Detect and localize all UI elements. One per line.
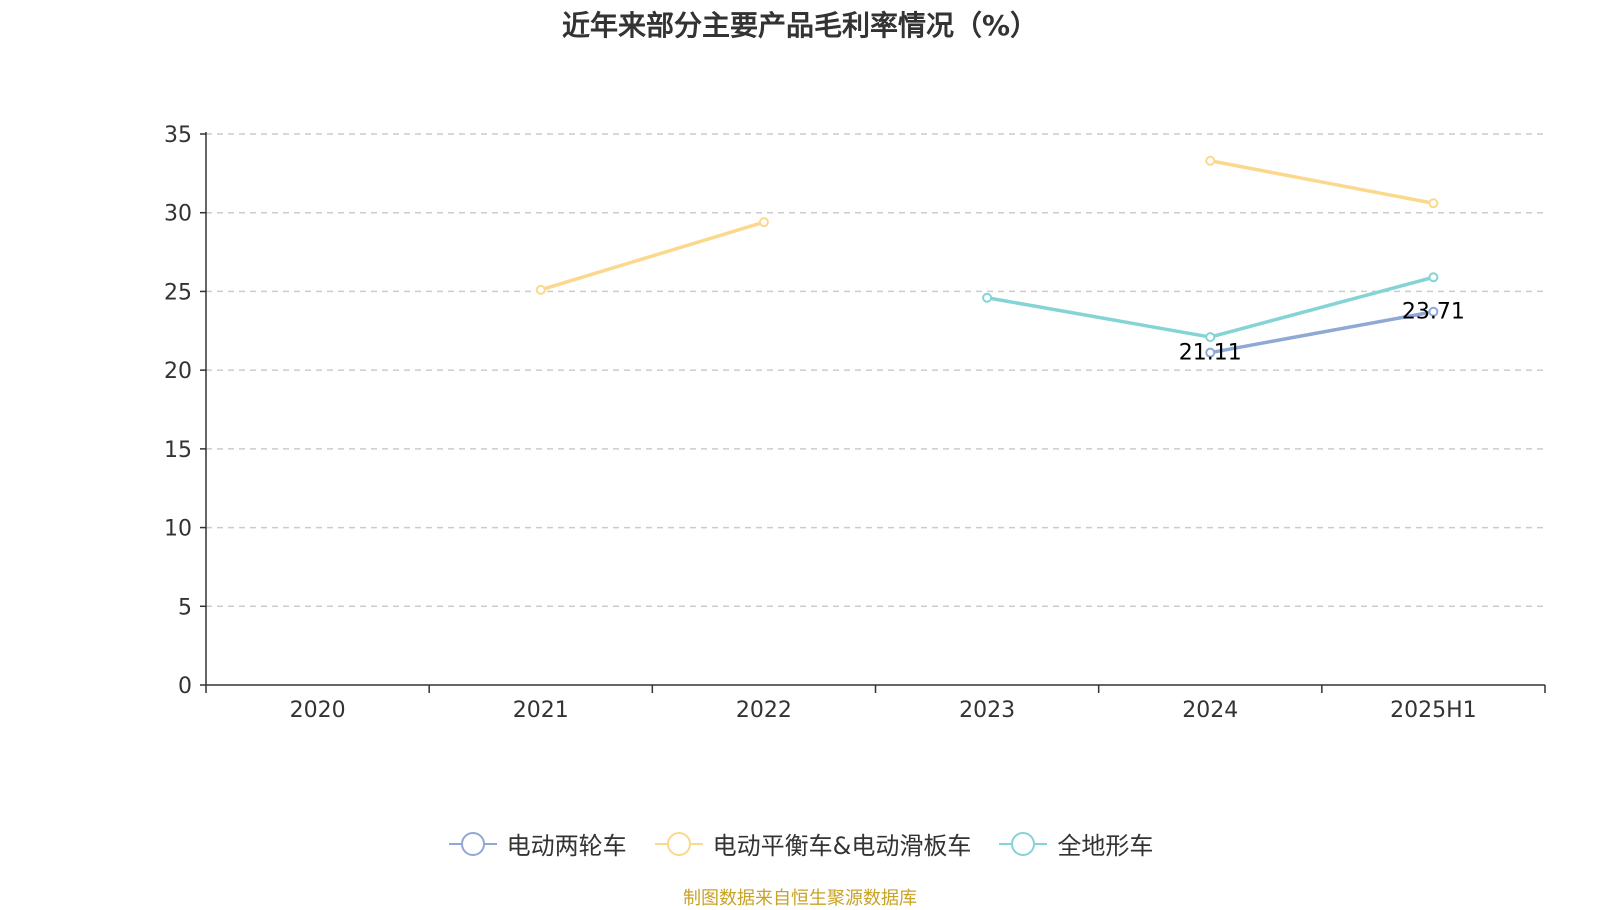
data-label-layer: 21.11 23.71	[1179, 300, 1465, 366]
x-tick-label-2022: 2022	[736, 698, 792, 723]
legend-swatch-0	[448, 831, 497, 856]
x-tick-label-2023: 2023	[959, 698, 1015, 723]
series-1-point-2021	[535, 284, 546, 295]
chart-title: 近年来部分主要产品毛利率情况（%）	[561, 9, 1039, 42]
legend-item-0[interactable]: 电动两轮车	[447, 826, 627, 861]
legend-swatch-2	[999, 831, 1048, 856]
y-tick-label-25: 25	[164, 280, 192, 305]
series-1-point-2025H1	[1428, 198, 1439, 209]
series-1-line-0	[539, 220, 766, 292]
legend-swatch-circle-0	[460, 831, 485, 856]
series-1-point-2022	[758, 217, 769, 228]
legend-swatch-1	[654, 831, 703, 856]
series-2-point-2024	[1205, 332, 1216, 343]
y-tick-label-35: 35	[164, 123, 192, 148]
source-note: 制图数据来自恒生聚源数据库	[683, 888, 917, 909]
legend-swatch-circle-2	[1011, 831, 1036, 856]
y-tick-label-20: 20	[164, 359, 192, 384]
y-tick-label-10: 10	[164, 517, 192, 542]
y-tick-label-15: 15	[164, 438, 192, 463]
x-tick-label-2021: 2021	[513, 698, 569, 723]
series-layer	[535, 155, 1439, 358]
x-tick-label-2024: 2024	[1182, 698, 1238, 723]
y-tick-label-0: 0	[178, 674, 192, 699]
series-1-point-2024	[1205, 155, 1216, 166]
line-chart: 0 5 10 15 20 25 30 35 2020 2021 2022 2023 2024 2025H1…	[164, 123, 1546, 723]
series-1-line-1	[1208, 159, 1436, 206]
series-0-point-2025H1	[1428, 306, 1439, 317]
axis-layer: 0 5 10 15 20 25 30 35 2020 2021 2022 2023 2024 2025H1	[164, 123, 1546, 723]
legend-swatch-circle-1	[666, 831, 691, 856]
series-0-line-0	[1208, 309, 1436, 355]
legend-label-2: 全地形车	[1057, 832, 1154, 860]
legend-label-1: 电动平衡车&电动滑板车	[712, 832, 972, 860]
y-tick-label-5: 5	[178, 595, 192, 620]
legend-item-1[interactable]: 电动平衡车&电动滑板车	[653, 826, 972, 861]
series-0-point-2024	[1205, 347, 1216, 358]
grid-layer	[206, 133, 1545, 608]
legend: 电动两轮车 电动平衡车&电动滑板车 全地形车	[0, 826, 1600, 861]
legend-label-0: 电动两轮车	[506, 832, 627, 860]
y-tick-label-30: 30	[164, 202, 192, 227]
series-0-data-label-2024: 21.11	[1179, 341, 1242, 366]
legend-item-2[interactable]: 全地形车	[997, 826, 1153, 861]
series-2-line-0	[985, 275, 1436, 339]
series-2-point-2025H1	[1428, 272, 1439, 283]
series-0-data-label-2025H1: 23.71	[1402, 300, 1465, 325]
series-2-point-2023	[982, 292, 993, 303]
x-tick-label-2020: 2020	[290, 698, 346, 723]
x-tick-label-2025H1: 2025H1	[1390, 698, 1477, 723]
